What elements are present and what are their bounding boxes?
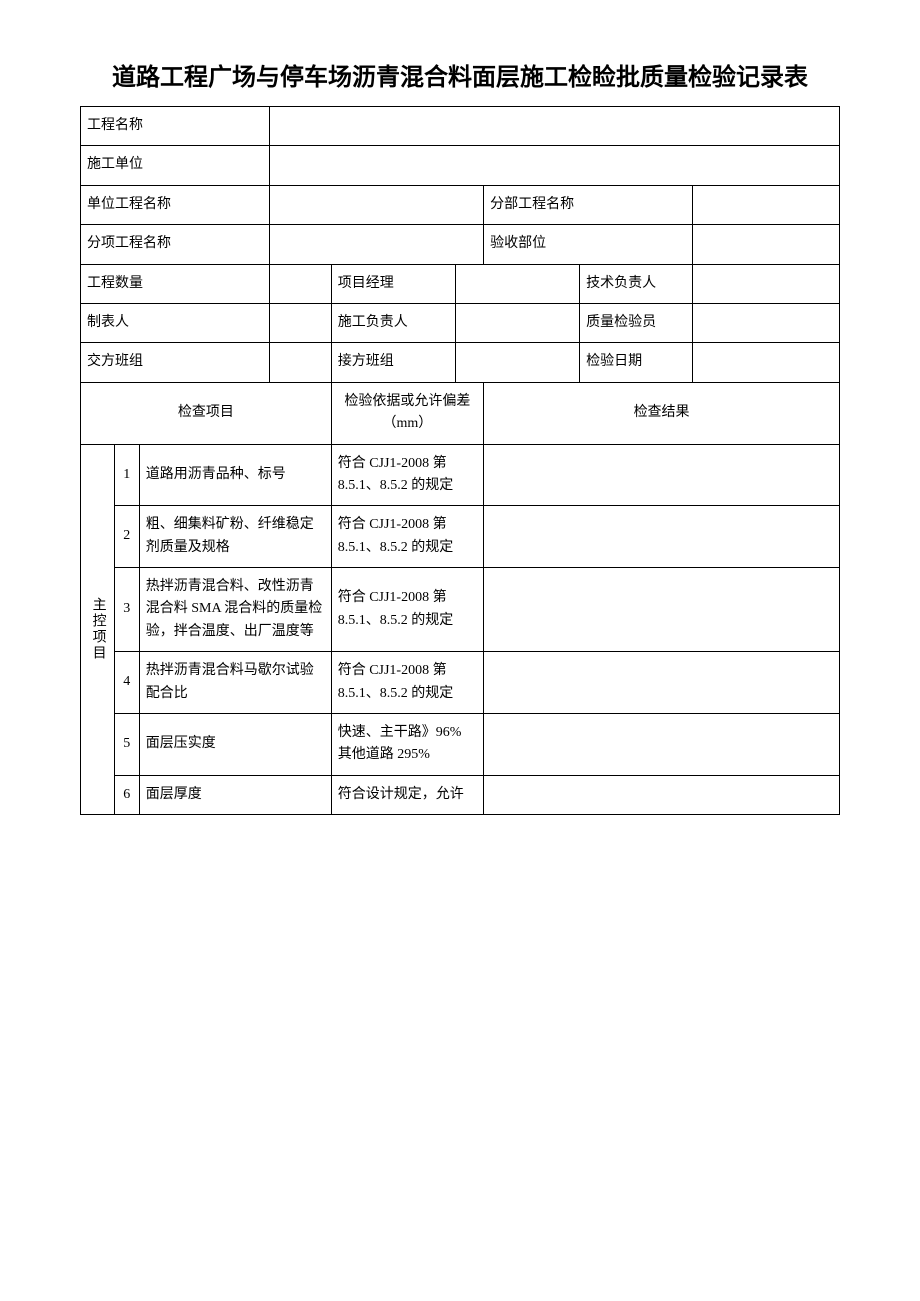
row-result xyxy=(484,714,840,776)
value-quantity xyxy=(269,264,331,303)
row-num: 5 xyxy=(114,714,139,776)
row-num: 3 xyxy=(114,568,139,652)
row-result xyxy=(484,444,840,506)
row-num: 4 xyxy=(114,652,139,714)
data-row-6: 6 面层厚度 符合设计规定，允许 xyxy=(81,775,840,814)
row-quantity: 工程数量 项目经理 技术负责人 xyxy=(81,264,840,303)
row-item-project: 分项工程名称 验收部位 xyxy=(81,225,840,264)
data-row-2: 2 粗、细集料矿粉、纤维稳定剂质量及规格 符合 CJJ1-2008 第 8.5.… xyxy=(81,506,840,568)
value-inspection-date xyxy=(693,343,840,382)
label-project-manager: 项目经理 xyxy=(331,264,455,303)
row-item: 热拌沥青混合料、改性沥青混合料 SMA 混合料的质量检验，拌合温度、出厂温度等 xyxy=(139,568,331,652)
value-construction-unit xyxy=(269,146,839,185)
header-basis: 检验依据或允许偏差（mm） xyxy=(331,382,483,444)
row-preparer: 制表人 施工负责人 质量检验员 xyxy=(81,303,840,342)
value-acceptance-part xyxy=(693,225,840,264)
row-item: 粗、细集料矿粉、纤维稳定剂质量及规格 xyxy=(139,506,331,568)
label-acceptance-part: 验收部位 xyxy=(484,225,693,264)
header-check-item: 检查项目 xyxy=(81,382,332,444)
data-row-4: 4 热拌沥青混合料马歇尔试验配合比 符合 CJJ1-2008 第 8.5.1、8… xyxy=(81,652,840,714)
label-quality-inspector: 质量检验员 xyxy=(580,303,693,342)
row-basis: 符合 CJJ1-2008 第 8.5.1、8.5.2 的规定 xyxy=(331,652,483,714)
label-sub-project: 分部工程名称 xyxy=(484,185,693,224)
row-num: 1 xyxy=(114,444,139,506)
document-title: 道路工程广场与停车场沥青混合料面层施工检睑批质量检验记录表 xyxy=(80,60,840,96)
value-sub-project xyxy=(693,185,840,224)
row-result xyxy=(484,568,840,652)
row-basis: 符合 CJJ1-2008 第 8.5.1、8.5.2 的规定 xyxy=(331,506,483,568)
row-item: 道路用沥青品种、标号 xyxy=(139,444,331,506)
inspection-table: 工程名称 施工单位 单位工程名称 分部工程名称 分项工程名称 验收部位 工程数量… xyxy=(80,106,840,815)
data-row-5: 5 面层压实度 快速、主干路》96% 其他道路 295% xyxy=(81,714,840,776)
row-unit-project: 单位工程名称 分部工程名称 xyxy=(81,185,840,224)
label-preparer: 制表人 xyxy=(81,303,270,342)
label-inspection-date: 检验日期 xyxy=(580,343,693,382)
value-receive-team xyxy=(455,343,579,382)
value-handover-team xyxy=(269,343,331,382)
label-construction-leader: 施工负责人 xyxy=(331,303,455,342)
label-item-project: 分项工程名称 xyxy=(81,225,270,264)
row-basis: 符合 CJJ1-2008 第 8.5.1、8.5.2 的规定 xyxy=(331,568,483,652)
value-preparer xyxy=(269,303,331,342)
label-construction-unit: 施工单位 xyxy=(81,146,270,185)
row-item: 面层压实度 xyxy=(139,714,331,776)
data-row-3: 3 热拌沥青混合料、改性沥青混合料 SMA 混合料的质量检验，拌合温度、出厂温度… xyxy=(81,568,840,652)
value-unit-project xyxy=(269,185,484,224)
label-tech-leader: 技术负责人 xyxy=(580,264,693,303)
value-tech-leader xyxy=(693,264,840,303)
label-receive-team: 接方班组 xyxy=(331,343,455,382)
row-basis: 符合 CJJ1-2008 第 8.5.1、8.5.2 的规定 xyxy=(331,444,483,506)
row-result xyxy=(484,652,840,714)
row-table-header: 检查项目 检验依据或允许偏差（mm） 检查结果 xyxy=(81,382,840,444)
value-project-name xyxy=(269,107,839,146)
row-construction-unit: 施工单位 xyxy=(81,146,840,185)
row-item: 面层厚度 xyxy=(139,775,331,814)
data-row-1: 主控项目 1 道路用沥青品种、标号 符合 CJJ1-2008 第 8.5.1、8… xyxy=(81,444,840,506)
row-item: 热拌沥青混合料马歇尔试验配合比 xyxy=(139,652,331,714)
row-result xyxy=(484,506,840,568)
row-basis: 快速、主干路》96% 其他道路 295% xyxy=(331,714,483,776)
row-teams: 交方班组 接方班组 检验日期 xyxy=(81,343,840,382)
row-num: 2 xyxy=(114,506,139,568)
label-unit-project: 单位工程名称 xyxy=(81,185,270,224)
label-quantity: 工程数量 xyxy=(81,264,270,303)
row-basis: 符合设计规定，允许 xyxy=(331,775,483,814)
value-item-project xyxy=(269,225,484,264)
value-quality-inspector xyxy=(693,303,840,342)
row-result xyxy=(484,775,840,814)
row-num: 6 xyxy=(114,775,139,814)
header-result: 检查结果 xyxy=(484,382,840,444)
value-project-manager xyxy=(455,264,579,303)
value-construction-leader xyxy=(455,303,579,342)
label-project-name: 工程名称 xyxy=(81,107,270,146)
row-project-name: 工程名称 xyxy=(81,107,840,146)
category-main-control: 主控项目 xyxy=(81,444,115,815)
label-handover-team: 交方班组 xyxy=(81,343,270,382)
